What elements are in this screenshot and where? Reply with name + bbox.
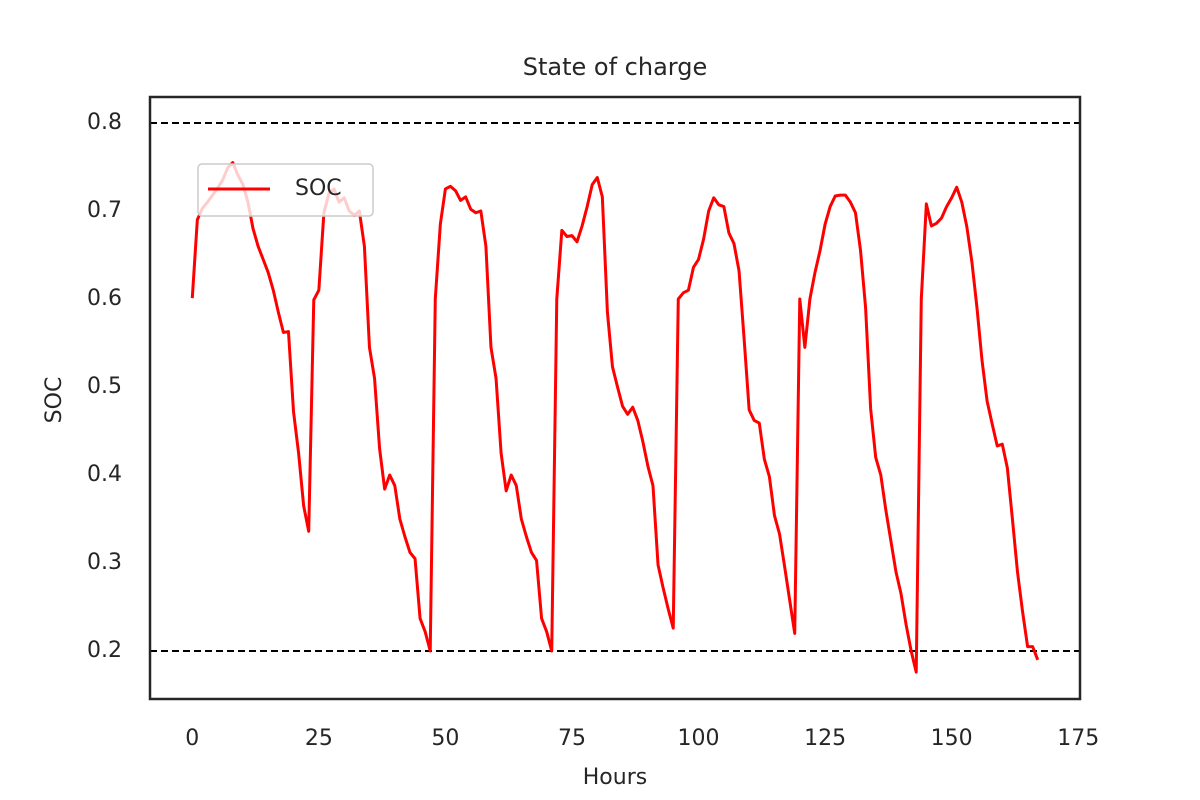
x-tick-label: 75 [558,726,586,751]
y-axis-label: SOC [42,377,67,424]
x-tick-label: 150 [931,726,973,751]
y-tick-label: 0.5 [87,374,122,399]
legend-box [197,163,374,217]
x-tick-label: 50 [431,726,459,751]
x-tick-label: 175 [1057,726,1099,751]
plot-frame [148,95,1082,701]
x-axis-label: Hours [583,765,647,790]
legend-label: SOC [295,176,342,201]
y-tick-label: 0.4 [87,462,122,487]
y-tick-label: 0.2 [87,638,122,663]
y-tick-label: 0.7 [87,198,122,223]
y-tick-label: 0.8 [87,110,122,135]
x-tick-label: 100 [678,726,720,751]
y-tick-label: 0.3 [87,550,122,575]
chart-title: State of charge [523,53,707,81]
x-tick-label: 25 [305,726,333,751]
x-tick-label: 125 [804,726,846,751]
x-tick-label: 0 [185,726,199,751]
y-tick-label: 0.6 [87,286,122,311]
